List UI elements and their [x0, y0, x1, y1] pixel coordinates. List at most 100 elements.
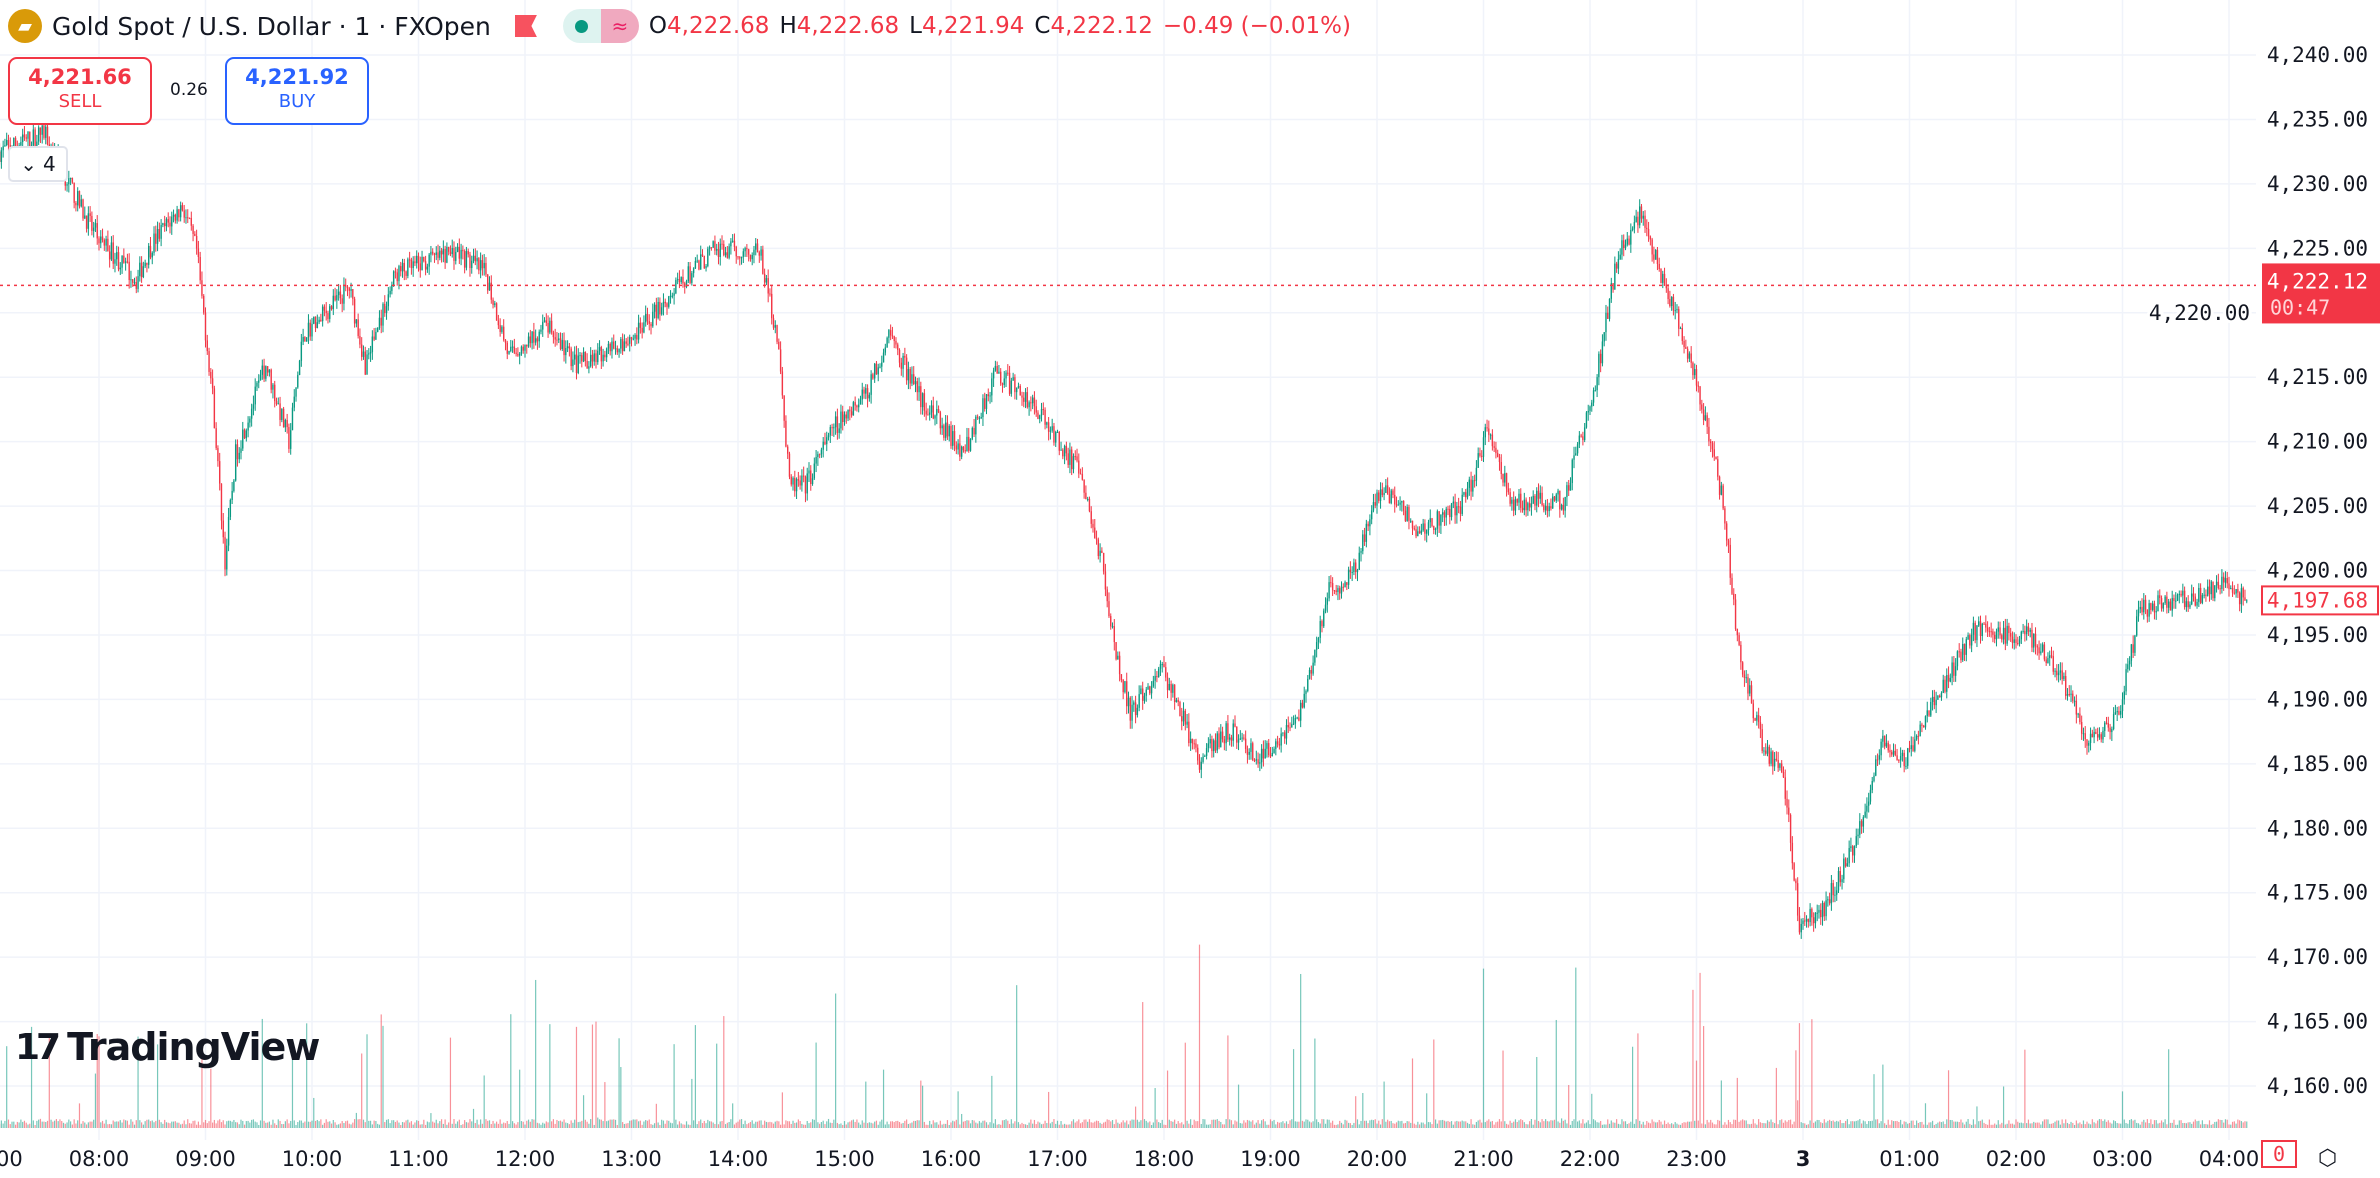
candle: [398, 264, 400, 290]
volume-bar: [804, 1124, 807, 1128]
candle: [1031, 394, 1034, 410]
volume-bar: [1511, 1122, 1513, 1128]
volume-bar: [2104, 1119, 2106, 1128]
candle: [2079, 707, 2081, 725]
volume-bar: [687, 1124, 689, 1128]
volume-bar: [827, 1118, 830, 1128]
candle: [2068, 685, 2070, 697]
candle: [1051, 418, 1053, 433]
volume-bar: [1747, 1123, 1749, 1128]
candle: [2095, 728, 2097, 735]
volume-bar: [698, 1121, 700, 1128]
chart-settings-icon[interactable]: ⬡: [2318, 1146, 2338, 1171]
buy-button[interactable]: 4,221.92 BUY: [225, 57, 369, 125]
volume-bar: [1266, 1124, 1268, 1128]
indicators-toggle[interactable]: ⌄ 4: [8, 146, 68, 182]
volume-bar: [1376, 1123, 1378, 1128]
volume-bar: [2111, 1123, 2113, 1128]
volume-bar: [2024, 1049, 2026, 1128]
volume-bar: [1090, 1122, 1092, 1128]
volume-bar: [927, 1124, 929, 1128]
volume-bar: [464, 1120, 466, 1128]
candle: [2054, 668, 2056, 678]
volume-bar: [1001, 1120, 1004, 1128]
x-tick-label: 3: [1796, 1147, 1811, 1171]
volume-bar: [2162, 1122, 2164, 1128]
candle: [1101, 547, 1103, 554]
candle: [1624, 239, 1627, 251]
candle: [1718, 475, 1721, 500]
y-tick-label: 4,210.00: [2267, 430, 2368, 454]
volume-bar: [925, 1124, 927, 1128]
volume-bar: [1793, 1121, 1795, 1128]
symbol-title[interactable]: Gold Spot / U.S. Dollar · 1 · FXOpen: [52, 11, 491, 41]
candle: [1370, 505, 1373, 525]
volume-bar: [2004, 1124, 2006, 1128]
candle: [1216, 731, 1218, 754]
candle: [1530, 496, 1533, 516]
volume-bar: [2132, 1120, 2134, 1128]
volume-bar: [709, 1121, 711, 1128]
volume-bar: [227, 1120, 230, 1128]
candle: [1449, 505, 1451, 525]
candle: [1791, 836, 1794, 870]
candle: [1076, 448, 1078, 463]
candle: [1800, 918, 1802, 939]
candle: [847, 409, 849, 422]
volume-bar: [1594, 1120, 1596, 1128]
candle: [1896, 748, 1898, 761]
candle: [1802, 918, 1804, 930]
volume-bar: [2207, 1124, 2209, 1128]
volume-bar: [114, 1121, 116, 1128]
volume-bar: [1901, 1124, 1903, 1128]
volume-bar: [291, 1049, 294, 1128]
sell-button[interactable]: 4,221.66 SELL: [8, 57, 152, 125]
volume-bar: [1051, 1121, 1053, 1128]
candle: [1459, 500, 1462, 522]
candle: [455, 246, 457, 265]
volume-bar: [1662, 1124, 1664, 1128]
volume-bar: [769, 1121, 771, 1128]
candle: [1040, 402, 1043, 422]
candle: [1525, 497, 1527, 517]
volume-bar: [1442, 1119, 1444, 1128]
volume-bar: [2212, 1123, 2214, 1128]
candle: [779, 341, 782, 375]
candle: [2127, 658, 2129, 673]
candle: [959, 434, 961, 462]
flag-icon[interactable]: [514, 15, 537, 37]
candle: [627, 336, 629, 347]
candle: [1315, 636, 1318, 658]
candle: [774, 320, 776, 334]
volume-bar: [1811, 1019, 1813, 1128]
candle: [2073, 696, 2076, 707]
volume-bar: [107, 1124, 109, 1128]
volume-bar: [94, 1073, 97, 1128]
candle: [1399, 496, 1401, 511]
candle: [1225, 720, 1227, 751]
candle: [1873, 772, 1875, 783]
tradingview-logo[interactable]: 17 TradingView: [15, 1025, 320, 1069]
market-status[interactable]: ≈: [562, 9, 639, 43]
candle: [1205, 743, 1208, 760]
candle: [531, 331, 533, 350]
candle: [288, 423, 290, 453]
volume-bar: [1903, 1121, 1905, 1128]
candle: [1356, 568, 1359, 582]
candle: [85, 215, 88, 233]
volume-bar: [696, 1124, 698, 1128]
volume-bar: [1587, 1120, 1589, 1128]
candle: [332, 289, 334, 316]
candle: [1994, 631, 1996, 644]
volume-bar: [302, 1122, 304, 1128]
volume-bar: [1687, 1121, 1689, 1128]
candle: [1195, 738, 1197, 753]
candle: [843, 411, 846, 426]
candle: [469, 251, 471, 277]
candle: [1282, 732, 1284, 737]
candle: [2191, 584, 2193, 606]
candle: [1234, 715, 1236, 728]
time-axis[interactable]: [0, 1140, 2256, 1178]
volume-bar: [2230, 1124, 2232, 1128]
